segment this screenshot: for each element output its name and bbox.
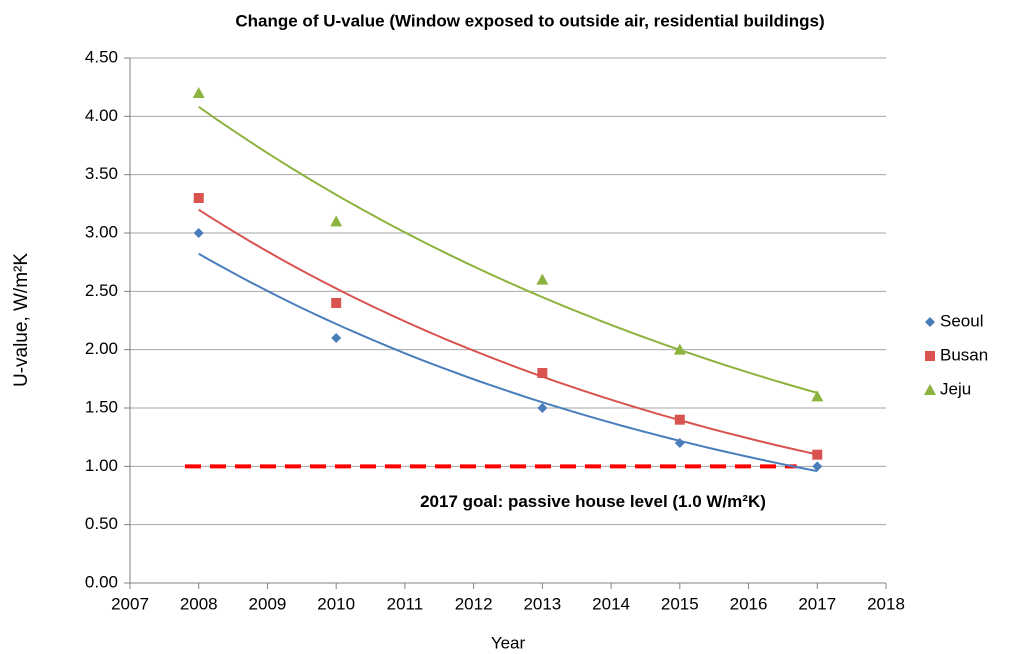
point (812, 449, 823, 460)
x-tick-label: 2009 (249, 594, 287, 613)
y-tick-label: 1.00 (85, 456, 118, 475)
legend-label: Jeju (940, 379, 971, 398)
legend-marker (925, 317, 935, 327)
point (331, 333, 342, 343)
y-tick-label: 4.00 (85, 106, 118, 125)
point (812, 461, 823, 472)
x-tick-label: 2015 (661, 594, 699, 613)
chart-title: Change of U-value (Window exposed to out… (235, 11, 824, 30)
point (537, 403, 548, 413)
x-tick-label: 2017 (798, 594, 836, 613)
y-tick-label: 1.50 (85, 397, 118, 416)
x-tick-label: 2007 (111, 594, 149, 613)
point (193, 228, 204, 238)
x-tick-label: 2011 (387, 594, 424, 613)
x-axis-label: Year (491, 633, 526, 652)
y-axis-label: U-value, W/m²K (11, 253, 32, 387)
point (811, 390, 824, 402)
x-tick-label: 2016 (730, 594, 768, 613)
x-tick-label: 2018 (867, 594, 905, 613)
x-tick-label: 2008 (180, 594, 218, 613)
point (536, 273, 549, 285)
legend-label: Busan (940, 345, 988, 364)
x-tick-label: 2012 (455, 594, 493, 613)
legend-label: Seoul (940, 311, 983, 330)
y-tick-label: 3.00 (85, 222, 118, 241)
y-tick-label: 2.00 (85, 339, 118, 358)
legend-marker (924, 384, 936, 395)
point (330, 215, 343, 227)
trendline (198, 105, 818, 394)
trendline (198, 252, 818, 473)
point (331, 298, 342, 308)
y-tick-label: 0.50 (85, 514, 118, 533)
point (537, 368, 548, 378)
legend-marker (925, 351, 935, 361)
y-tick-label: 4.50 (85, 47, 118, 66)
point (673, 343, 686, 355)
x-tick-label: 2013 (523, 594, 561, 613)
y-tick-label: 3.50 (85, 164, 118, 183)
y-tick-label: 2.50 (85, 281, 118, 300)
point (192, 87, 205, 98)
point (193, 193, 204, 203)
point (674, 414, 685, 425)
point (674, 438, 685, 448)
x-tick-label: 2014 (592, 594, 630, 613)
x-tick-label: 2010 (317, 594, 355, 613)
trendline (198, 208, 818, 456)
y-tick-label: 0.00 (85, 572, 118, 591)
goal-annotation: 2017 goal: passive house level (1.0 W/m²… (420, 492, 766, 511)
